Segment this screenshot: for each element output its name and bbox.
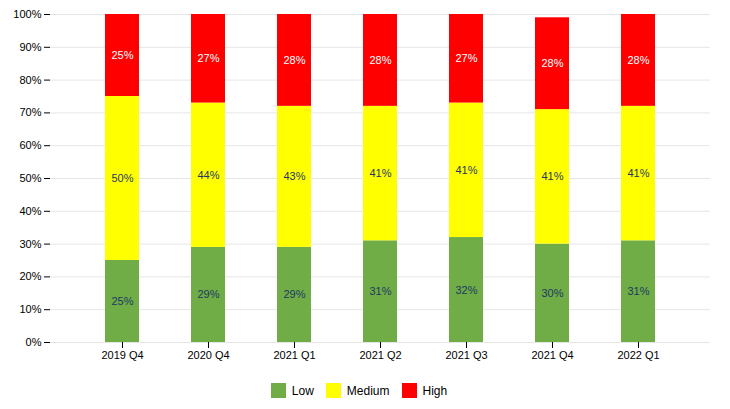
html-text:Low: Low	[291, 383, 314, 398]
svg-text:41%: 41%	[627, 167, 649, 179]
svg-text:27%: 27%	[197, 52, 219, 64]
html-text:High: High	[422, 383, 448, 398]
svg-text:43%: 43%	[283, 170, 305, 182]
svg-text:41%: 41%	[369, 167, 391, 179]
svg-text:28%: 28%	[369, 54, 391, 66]
svg-text:70%: 70%	[19, 106, 41, 118]
svg-text:41%: 41%	[455, 164, 477, 176]
svg-text:90%: 90%	[19, 41, 41, 53]
svg-text:100%: 100%	[13, 8, 41, 20]
svg-text:30%: 30%	[19, 238, 41, 250]
svg-text:2022 Q1: 2022 Q1	[617, 349, 659, 361]
svg-text:10%: 10%	[19, 303, 41, 315]
svg-text:60%: 60%	[19, 139, 41, 151]
svg-text:80%: 80%	[19, 74, 41, 86]
svg-text:50%: 50%	[111, 172, 133, 184]
svg-text:0%: 0%	[26, 336, 42, 348]
svg-text:32%: 32%	[455, 284, 477, 296]
svg-text:2021 Q1: 2021 Q1	[273, 349, 315, 361]
svg-text:2021 Q4: 2021 Q4	[531, 349, 573, 361]
svg-text:50%: 50%	[19, 172, 41, 184]
svg-text:30%: 30%	[541, 287, 563, 299]
svg-text:29%: 29%	[283, 288, 305, 300]
svg-text:27%: 27%	[455, 52, 477, 64]
svg-text:40%: 40%	[19, 205, 41, 217]
svg-text:29%: 29%	[197, 288, 219, 300]
svg-text:28%: 28%	[541, 57, 563, 69]
svg-text:20%: 20%	[19, 270, 41, 282]
html-text:Medium: Medium	[346, 383, 390, 398]
svg-text:2021 Q3: 2021 Q3	[445, 349, 487, 361]
svg-text:28%: 28%	[283, 54, 305, 66]
svg-text:2019 Q4: 2019 Q4	[101, 349, 143, 361]
svg-text:25%: 25%	[111, 295, 133, 307]
svg-text:44%: 44%	[197, 169, 219, 181]
svg-text:25%: 25%	[111, 49, 133, 61]
svg-text:28%: 28%	[627, 54, 649, 66]
svg-text:41%: 41%	[541, 170, 563, 182]
svg-text:2021 Q2: 2021 Q2	[359, 349, 401, 361]
svg-text:31%: 31%	[369, 285, 391, 297]
svg-text:31%: 31%	[627, 285, 649, 297]
svg-text:2020 Q4: 2020 Q4	[187, 349, 229, 361]
